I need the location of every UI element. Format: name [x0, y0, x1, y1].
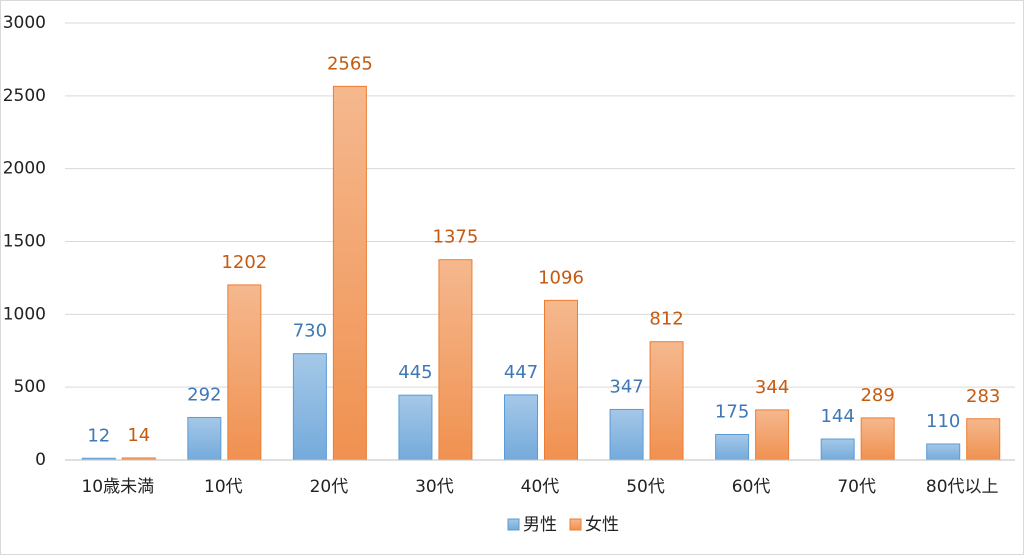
bar: [227, 284, 262, 461]
value-label: 347: [609, 376, 643, 397]
bar: [292, 353, 327, 461]
x-tick-label: 60代: [732, 477, 771, 497]
bar: [398, 394, 433, 461]
y-tick-label: 2000: [3, 159, 46, 179]
bar: [860, 417, 895, 461]
x-tick-label: 30代: [415, 477, 454, 497]
bar: [926, 443, 961, 461]
value-label: 144: [820, 406, 854, 427]
bar: [715, 434, 750, 461]
bar: [609, 408, 644, 461]
x-tick-label: 40代: [521, 477, 560, 497]
value-label: 14: [127, 425, 150, 446]
y-tick-label: 500: [14, 377, 46, 397]
x-tick-label: 10歳未満: [81, 477, 154, 497]
x-tick-label: 10代: [204, 477, 243, 497]
y-tick-label: 2500: [3, 86, 46, 106]
x-tick-label: 80代以上: [926, 477, 999, 497]
legend-label: 男性: [523, 515, 557, 535]
value-label: 2565: [327, 53, 373, 74]
value-label: 1375: [433, 227, 479, 248]
value-label: 289: [860, 385, 894, 406]
y-tick-label: 1000: [3, 304, 46, 324]
value-label: 110: [926, 411, 960, 432]
value-label: 292: [187, 384, 221, 405]
legend-swatch: [507, 518, 520, 531]
value-label: 447: [504, 362, 538, 383]
legend-swatch: [569, 518, 582, 531]
value-label: 175: [715, 402, 749, 423]
bar: [187, 416, 222, 461]
y-tick-label: 0: [35, 450, 46, 470]
x-tick-label: 20代: [310, 477, 349, 497]
bar: [544, 299, 578, 461]
legend-label: 女性: [585, 515, 619, 535]
y-tick-label: 3000: [3, 13, 46, 33]
x-tick-label: 70代: [837, 477, 876, 497]
bar: [332, 85, 367, 461]
bar: [438, 259, 473, 461]
value-label: 812: [649, 309, 683, 330]
bar: [504, 394, 538, 461]
value-label: 12: [87, 425, 110, 446]
x-tick-label: 50代: [626, 477, 665, 497]
value-label: 1096: [538, 267, 584, 288]
value-label: 1202: [221, 252, 267, 273]
bar: [755, 409, 790, 461]
bar: [820, 438, 855, 461]
value-label: 730: [293, 321, 327, 342]
bar: [649, 341, 684, 461]
value-label: 344: [755, 377, 789, 398]
bar: [966, 418, 1001, 461]
value-label: 445: [398, 362, 432, 383]
y-tick-label: 1500: [3, 232, 46, 252]
value-label: 283: [966, 386, 1000, 407]
